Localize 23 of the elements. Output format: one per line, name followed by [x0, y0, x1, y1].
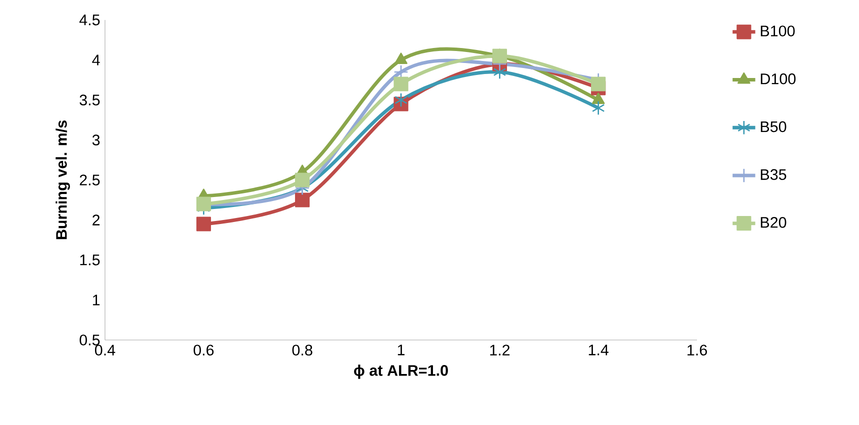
- legend-label: B100: [760, 26, 795, 36]
- x-tick-label: 1.2: [490, 344, 510, 356]
- x-tick-label: 1: [398, 344, 405, 356]
- y-tick-label: 4: [92, 54, 100, 66]
- y-tick-label: 2.5: [80, 174, 100, 186]
- y-axis-title: Burning vel. m/s: [56, 120, 70, 240]
- y-tick-label: 3.5: [80, 94, 100, 106]
- y-tick-label: 1: [92, 294, 100, 306]
- x-tick-label: 1.4: [588, 344, 608, 356]
- y-tick-label: 2: [92, 214, 100, 226]
- x-axis-title: ϕ at ALR=1.0: [354, 364, 448, 379]
- y-tick-label: 3: [92, 134, 100, 146]
- legend-label: B35: [760, 169, 786, 180]
- legend-label: B20: [760, 217, 786, 228]
- x-tick-label: 0.4: [94, 344, 116, 356]
- y-tick-label: 0.5: [80, 334, 100, 346]
- legend-label: D100: [760, 73, 796, 84]
- y-tick-label: 1.5: [80, 254, 100, 266]
- x-tick-label: 1.6: [688, 344, 707, 356]
- y-tick-label: 4.5: [79, 14, 100, 26]
- x-tick-label: 0.8: [292, 344, 312, 356]
- x-tick-label: 0.6: [194, 344, 214, 356]
- legend-label: B50: [760, 121, 786, 132]
